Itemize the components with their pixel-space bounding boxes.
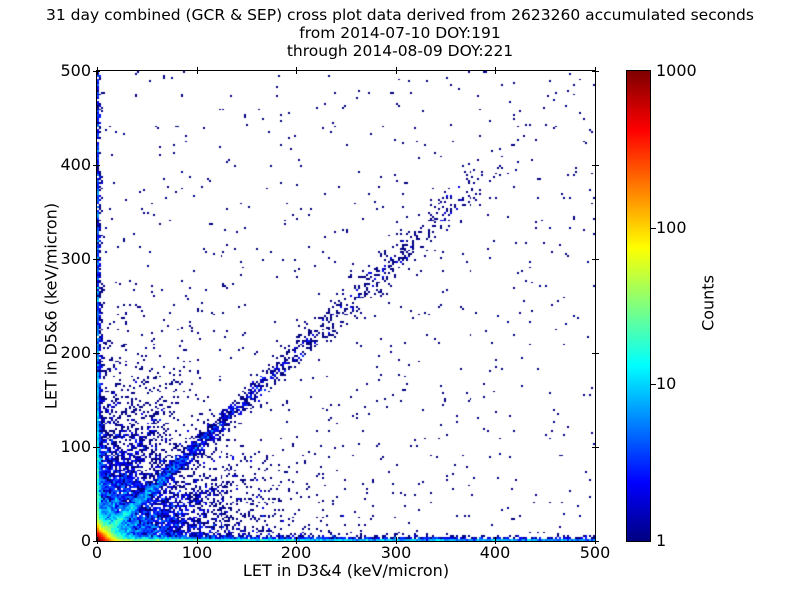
y-axis-tick [93, 447, 100, 448]
colorbar-tick-label: 10 [656, 374, 677, 394]
x-axis-tick-label: 300 [380, 543, 412, 562]
x-axis-tick-label: 0 [91, 543, 103, 562]
y-axis-tick-label: 400 [60, 155, 91, 174]
colorbar-tick-label: 1 [656, 531, 667, 550]
x-axis-tick [396, 67, 397, 74]
x-axis-tick [595, 537, 596, 544]
y-axis-tick [93, 259, 100, 260]
y-axis-label: LET in D5&6 (keV/micron) [41, 202, 61, 410]
x-axis-tick [595, 67, 596, 74]
x-axis-tick [97, 537, 98, 544]
chart-title-line-2: from 2014-07-10 DOY:191 [299, 24, 501, 42]
x-axis-tick [97, 67, 98, 74]
colorbar-axis-label: Counts [698, 275, 718, 331]
x-axis-tick-label: 100 [181, 543, 213, 562]
x-axis-tick [296, 67, 297, 74]
plot-area [93, 67, 599, 544]
y-axis-tick [93, 71, 100, 72]
chart-title-line-1: 31 day combined (GCR & SEP) cross plot d… [46, 6, 754, 24]
y-axis-tick-label: 0 [80, 531, 91, 550]
y-axis-tick [592, 165, 599, 166]
chart-title-line-3: through 2014-08-09 DOY:221 [286, 42, 514, 60]
x-axis-tick [197, 537, 198, 544]
y-axis-tick-label: 100 [60, 437, 91, 456]
x-axis-label: LET in D3&4 (keV/micron) [242, 561, 450, 580]
crossplot-heatmap-canvas [97, 71, 595, 541]
x-axis-tick [396, 537, 397, 544]
x-axis-tick [197, 67, 198, 74]
y-axis-tick-label: 200 [60, 343, 91, 362]
y-axis-tick [592, 71, 599, 72]
y-axis-tick-label: 300 [60, 249, 91, 268]
x-axis-tick-label: 500 [579, 543, 611, 562]
x-axis-tick [495, 537, 496, 544]
colorbar-tick [651, 384, 656, 385]
x-axis-tick-label: 200 [280, 543, 312, 562]
y-axis-tick-label: 500 [60, 61, 91, 80]
y-axis-tick [93, 353, 100, 354]
colorbar-tick-label: 1000 [656, 61, 697, 80]
colorbar-tick-label: 100 [656, 217, 687, 237]
y-axis-tick [592, 447, 599, 448]
x-axis-tick-label: 400 [479, 543, 511, 562]
y-axis-tick [93, 165, 100, 166]
y-axis-tick [592, 259, 599, 260]
x-axis-tick [296, 537, 297, 544]
y-axis-tick [93, 541, 100, 542]
x-axis-tick [495, 67, 496, 74]
y-axis-tick [592, 541, 599, 542]
colorbar [626, 70, 651, 542]
y-axis-tick [592, 353, 599, 354]
colorbar-gradient-canvas [627, 71, 650, 541]
colorbar-tick [651, 228, 656, 229]
